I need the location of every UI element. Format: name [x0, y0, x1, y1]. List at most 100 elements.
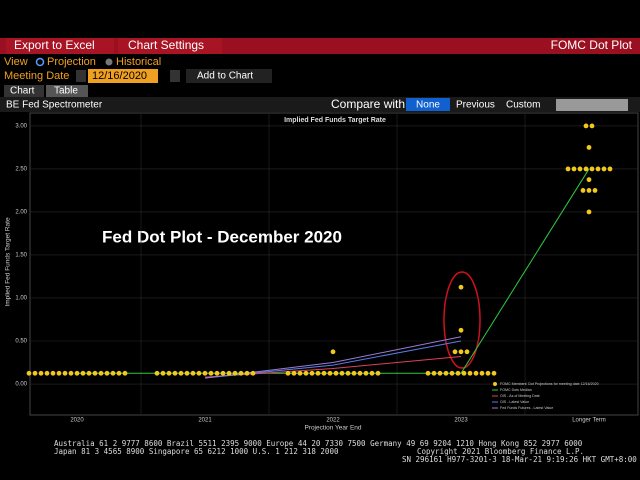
dot — [309, 370, 315, 376]
dot — [196, 370, 202, 376]
dot — [577, 166, 583, 172]
y-axis-label: Implied Fed Funds Target Rate — [5, 217, 12, 307]
dot — [32, 370, 38, 376]
dot — [461, 370, 467, 376]
footer-line: Australia 61 2 9777 8600 Brazil 5511 239… — [54, 439, 583, 448]
dot — [369, 370, 375, 376]
dot — [291, 370, 297, 376]
dot — [56, 370, 62, 376]
dot — [68, 370, 74, 376]
dot — [437, 370, 443, 376]
none-button[interactable] — [406, 98, 450, 111]
dot — [592, 188, 598, 193]
dot — [464, 349, 470, 355]
dot — [50, 370, 56, 376]
add-button[interactable] — [186, 69, 272, 83]
dot — [339, 370, 345, 376]
dot — [74, 370, 80, 376]
dot — [586, 145, 592, 150]
historical-label[interactable]: Historical — [116, 56, 161, 68]
export-label[interactable]: Export to Excel — [14, 38, 95, 52]
source-label[interactable]: BE Fed Spectrometer — [6, 100, 103, 111]
dot — [565, 166, 571, 172]
y-tick-label: 0.00 — [15, 382, 27, 388]
dot — [330, 349, 336, 355]
next-button[interactable] — [170, 70, 180, 82]
previous-label[interactable]: Previous — [456, 100, 495, 111]
projection-label[interactable]: Projection — [47, 56, 96, 68]
dot — [443, 370, 449, 376]
dot — [62, 370, 68, 376]
dot — [172, 370, 178, 376]
x-tick-label: 2022 — [326, 418, 340, 424]
dot — [178, 370, 184, 376]
x-tick-label: 2023 — [454, 418, 468, 424]
dot — [226, 370, 232, 376]
table-tab[interactable] — [46, 85, 88, 97]
dot — [202, 370, 208, 376]
dot — [571, 166, 577, 172]
y-tick-label: 2.50 — [15, 167, 27, 173]
dot — [351, 370, 357, 376]
legend-label: Fed Funds Futures - Latest Value — [500, 406, 553, 410]
x-tick-label: Longer Term — [572, 418, 606, 424]
dot — [467, 370, 473, 376]
x-axis-label: Projection Year End — [304, 425, 361, 432]
dot — [449, 370, 455, 376]
y-tick-label: 2.00 — [15, 210, 27, 216]
dot — [375, 370, 381, 376]
export-button[interactable] — [6, 38, 114, 54]
footer-line: Japan 81 3 4565 8900 Singapore 65 6212 1… — [54, 447, 339, 456]
dot — [86, 370, 92, 376]
custom-label[interactable]: Custom — [506, 100, 540, 111]
x-tick-label: 2021 — [198, 418, 212, 424]
compare-label: Compare with — [331, 97, 405, 111]
custom-field[interactable] — [556, 99, 628, 111]
dot — [303, 370, 309, 376]
date-field[interactable] — [88, 69, 158, 83]
dot — [333, 370, 339, 376]
projection-radio[interactable] — [35, 57, 45, 67]
dot — [458, 349, 464, 355]
dot — [232, 370, 238, 376]
dot — [583, 166, 589, 172]
chart-tab[interactable] — [4, 85, 44, 97]
dot — [214, 370, 220, 376]
dot — [104, 370, 110, 376]
dot — [184, 370, 190, 376]
legend-label: OIS - As of Meeting Date — [500, 394, 540, 398]
dot — [580, 188, 586, 193]
historical-radio[interactable] — [105, 58, 113, 66]
dot — [479, 370, 485, 376]
y-tick-label: 1.50 — [15, 253, 27, 259]
dot — [363, 370, 369, 376]
add-label[interactable]: Add to Chart — [197, 71, 253, 82]
dot — [455, 370, 461, 376]
dot — [607, 166, 613, 172]
date-value[interactable]: 12/16/2020 — [92, 70, 147, 82]
dot — [601, 166, 607, 172]
annotation: Fed Dot Plot - December 2020 — [102, 227, 342, 246]
table-tab-label[interactable]: Table — [54, 86, 78, 97]
prev-button[interactable] — [76, 70, 86, 82]
dot — [166, 370, 172, 376]
legend-label: FOMC Dots Median — [500, 388, 532, 392]
none-label[interactable]: None — [416, 100, 440, 111]
chart-tab-label[interactable]: Chart — [10, 86, 35, 97]
settings-button[interactable] — [118, 38, 222, 54]
view-label: View — [4, 56, 28, 68]
compare-bar — [0, 97, 640, 112]
settings-label[interactable]: Chart Settings — [128, 38, 204, 52]
dot — [431, 370, 437, 376]
dot — [321, 370, 327, 376]
footer-line: SN 296161 H977-3201-3 18-Mar-21 9:19:26 … — [402, 455, 637, 464]
dot — [458, 284, 464, 290]
dot — [583, 123, 589, 129]
meeting-label: Meeting Date — [4, 70, 69, 82]
dot — [220, 370, 226, 376]
y-tick-label: 0.50 — [15, 339, 27, 345]
dot — [589, 123, 595, 129]
dot — [589, 166, 595, 172]
legend-label: FOMC Members' Dot Projections for meetin… — [500, 382, 599, 386]
highlight-ellipse — [443, 271, 481, 369]
